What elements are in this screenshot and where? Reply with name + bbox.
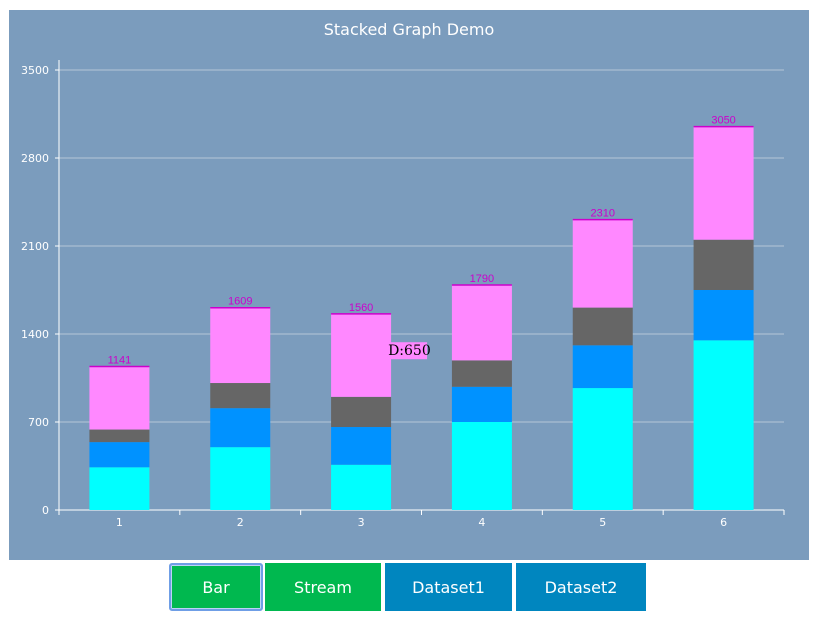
dataset2-button[interactable]: Dataset2 — [516, 563, 646, 611]
y-tick-label-5: 3500 — [21, 64, 49, 77]
tooltip-box — [387, 342, 428, 360]
bar-b-3 — [331, 427, 392, 465]
bar-c-6 — [693, 239, 754, 290]
x-tick-label-2: 2 — [237, 516, 244, 529]
total-label-5: 2310 — [591, 208, 615, 220]
bar-c-1 — [89, 429, 150, 443]
bar-c-3 — [331, 396, 392, 428]
x-tick-label-4: 4 — [478, 516, 485, 529]
bar-b-5 — [572, 345, 633, 389]
chart-title: Stacked Graph Demo — [324, 20, 495, 39]
total-label-6: 3050 — [711, 115, 735, 127]
bar-a-2 — [210, 447, 271, 510]
bar-b-1 — [89, 442, 150, 468]
bar-d-1 — [89, 366, 150, 430]
bar-a-5 — [572, 388, 633, 510]
tooltip-text: D:650 — [388, 343, 431, 359]
bar-b-6 — [693, 290, 754, 341]
bar-b-4 — [451, 386, 512, 422]
bar-a-3 — [331, 464, 392, 510]
bar-c-5 — [572, 307, 633, 346]
bar-a-1 — [89, 467, 150, 510]
bar-b-2 — [210, 408, 271, 448]
chart-panel: Stacked Graph Demo 0 700 1400 2100 2800 3500 11… — [9, 10, 809, 560]
bar-d-3 — [331, 313, 392, 397]
x-tick-label-6: 6 — [720, 516, 727, 529]
dataset1-button[interactable]: Dataset1 — [385, 563, 512, 611]
y-tick-label-2: 1400 — [21, 328, 49, 341]
total-label-4: 1790 — [470, 273, 494, 285]
bar-a-6 — [693, 340, 754, 510]
bar-d-4 — [451, 284, 512, 361]
bar-c-4 — [451, 360, 512, 387]
total-label-3: 1560 — [349, 302, 373, 314]
y-tick-label-4: 2800 — [21, 152, 49, 165]
total-label-2: 1609 — [228, 296, 252, 308]
y-tick-label-0: 0 — [42, 504, 49, 517]
y-tick-label-3: 2100 — [21, 240, 49, 253]
total-label-1: 1141 — [108, 355, 132, 367]
bar-d-2 — [210, 307, 271, 384]
bar-d-6 — [693, 126, 754, 240]
bar-d-5 — [572, 219, 633, 308]
y-tick-label-1: 700 — [28, 416, 49, 429]
x-tick-label-5: 5 — [599, 516, 606, 529]
bar-a-4 — [451, 422, 512, 510]
stream-button[interactable]: Stream — [265, 563, 381, 611]
bar-button[interactable]: Bar — [169, 563, 263, 611]
bar-c-2 — [210, 383, 271, 409]
x-tick-label-3: 3 — [358, 516, 365, 529]
x-tick-label-1: 1 — [116, 516, 123, 529]
stacked-bar-chart: Stacked Graph Demo0700140021002800350011… — [21, 20, 785, 529]
